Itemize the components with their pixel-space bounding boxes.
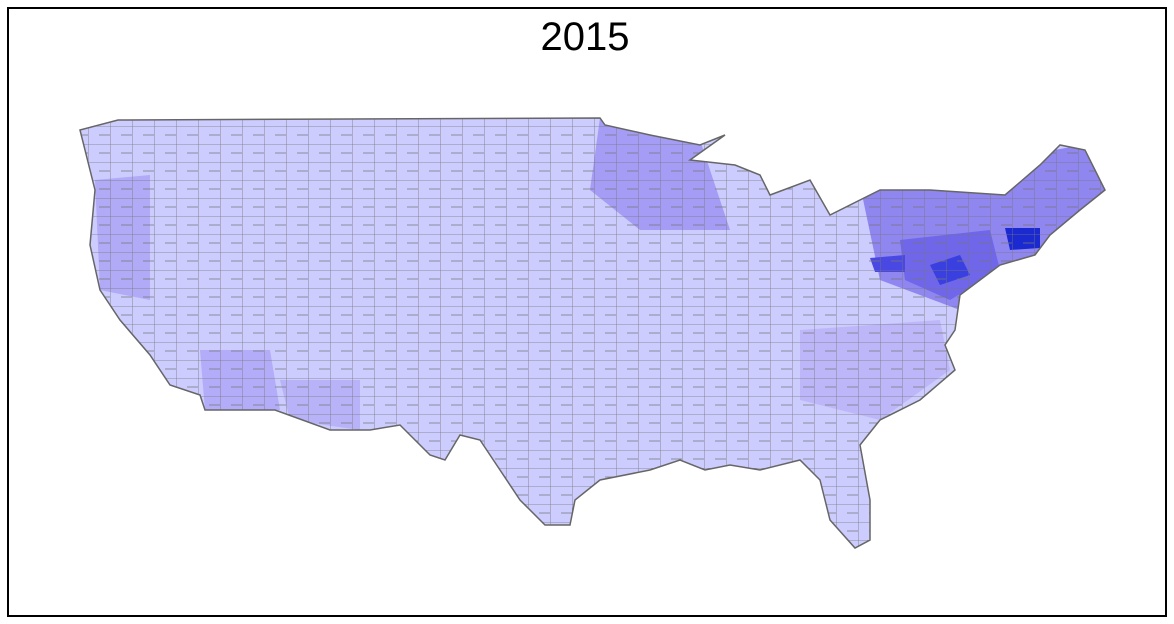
map-title: 2015	[541, 15, 630, 59]
